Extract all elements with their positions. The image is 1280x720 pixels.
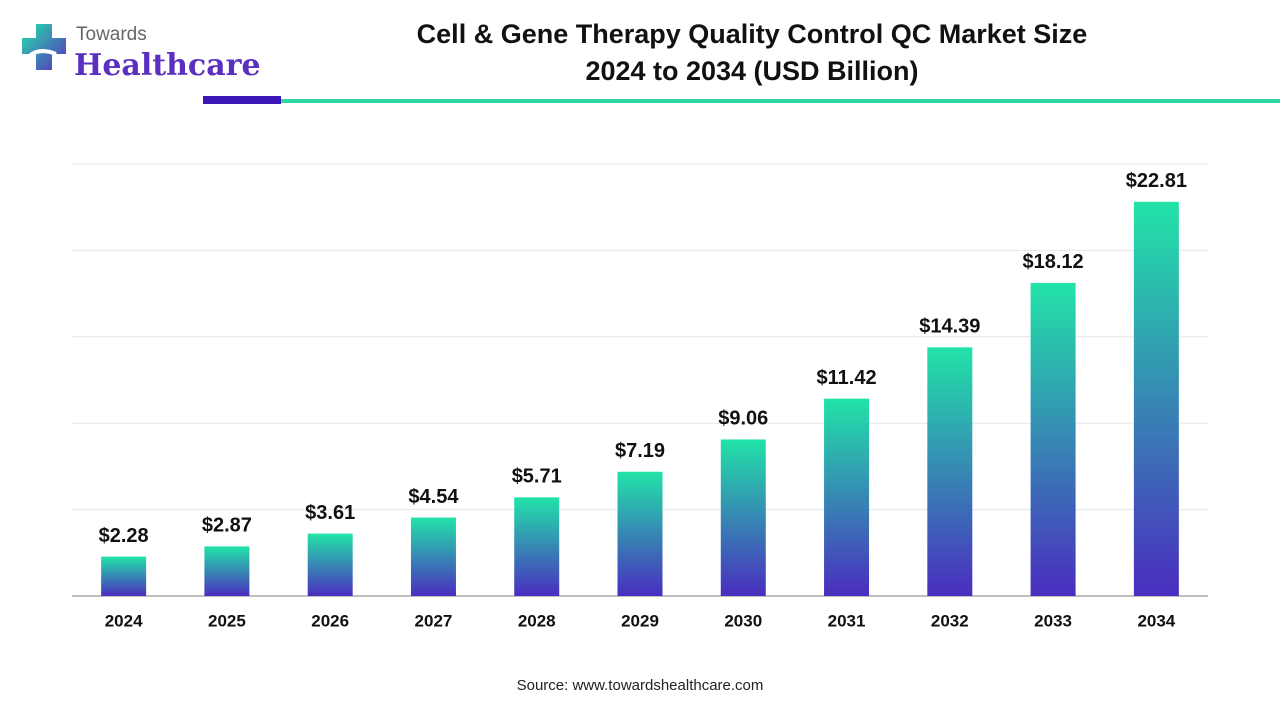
chart-title: Cell & Gene Therapy Quality Control QC M… (417, 19, 1088, 49)
bar (204, 546, 250, 596)
value-label: $18.12 (1023, 251, 1084, 273)
bar (720, 439, 766, 596)
x-tick-label: 2034 (1137, 611, 1175, 630)
bar (410, 517, 456, 596)
bar (1030, 282, 1076, 596)
x-tick-label: 2024 (105, 611, 143, 630)
x-tick-label: 2030 (724, 611, 762, 630)
header-rule (281, 99, 1280, 103)
value-label: $4.54 (408, 486, 459, 508)
bar (514, 497, 560, 596)
source: Source: www.towardshealthcare.com (517, 677, 764, 694)
logo: Towards Healthcare (22, 24, 261, 83)
x-tick-label: 2028 (518, 611, 556, 630)
x-tick-label: 2027 (415, 611, 453, 630)
x-tick-label: 2032 (931, 611, 969, 630)
value-label: $11.42 (817, 367, 877, 389)
bar (101, 556, 147, 596)
x-tick-label: 2031 (828, 611, 866, 630)
x-tick-label: 2025 (208, 611, 246, 630)
value-label: $3.61 (305, 502, 355, 524)
logo-icon (22, 24, 66, 70)
logo-line1: Towards (76, 24, 147, 45)
chart-title: 2024 to 2034 (USD Billion) (585, 56, 918, 86)
value-label: $9.06 (718, 408, 768, 430)
x-tick-label: 2029 (621, 611, 659, 630)
value-label: $2.87 (202, 515, 252, 537)
bar (307, 533, 353, 596)
x-tick-label: 2026 (311, 611, 349, 630)
logo-swoosh (24, 49, 57, 62)
bar (1133, 201, 1179, 596)
bar (617, 471, 663, 596)
value-label: $7.19 (615, 440, 665, 462)
logo-line2: Healthcare (74, 48, 261, 83)
bar (927, 347, 973, 596)
value-label: $5.71 (512, 466, 562, 488)
value-label: $14.39 (919, 316, 980, 338)
x-tick-label: 2033 (1034, 611, 1072, 630)
value-label: $22.81 (1126, 170, 1187, 192)
bar (824, 398, 870, 596)
header-accent (203, 96, 281, 104)
value-label: $2.28 (99, 525, 149, 547)
